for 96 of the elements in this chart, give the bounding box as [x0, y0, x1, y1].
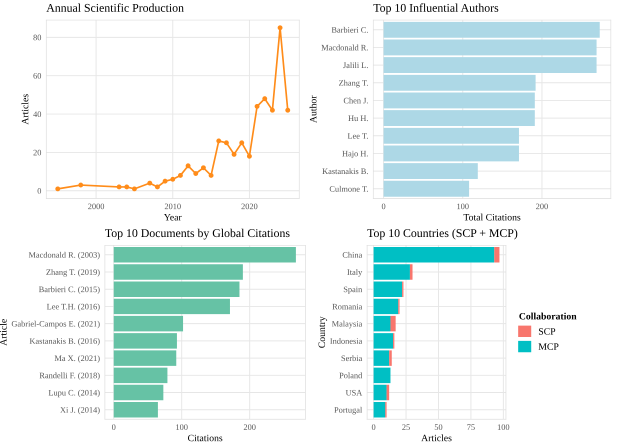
- point: [239, 140, 244, 146]
- chart-title: Top 10 Documents by Global Citations: [105, 228, 290, 240]
- point: [162, 178, 168, 184]
- y-tick-label: Chen J.: [344, 98, 368, 104]
- point: [270, 108, 275, 113]
- point: [178, 173, 183, 178]
- y-tick-label: Serbia: [342, 355, 362, 362]
- y-tick-label: 60: [33, 73, 42, 79]
- y-tick-label: Kastanakis B. (2016): [30, 338, 100, 346]
- point: [254, 104, 260, 109]
- y-tick-label: USA: [346, 390, 362, 396]
- y-tick-label: Zhang T.: [339, 80, 368, 88]
- y-tick-label: Ma X. (2021): [54, 355, 100, 363]
- point: [78, 182, 84, 188]
- x-tick-label: 0: [382, 204, 386, 210]
- y-tick-label: Randelli F. (2018): [40, 372, 100, 380]
- point: [116, 184, 122, 190]
- x-tick-label: 100: [176, 424, 188, 430]
- legend-label: MCP: [538, 343, 558, 350]
- y-axis-title: Country: [318, 316, 328, 348]
- x-tick-label: 2000: [88, 204, 104, 210]
- bar: [384, 180, 470, 197]
- x-tick-label: 100: [498, 424, 510, 430]
- y-tick-label: Portugal: [334, 406, 362, 414]
- legend-title: Collaboration: [519, 312, 577, 320]
- y-tick-label: Macdonald R. (2003): [28, 252, 100, 260]
- x-tick-label: 2020: [241, 204, 258, 210]
- point: [262, 96, 268, 102]
- point: [132, 186, 137, 192]
- point: [278, 25, 283, 30]
- x-tick-label: 0: [372, 424, 376, 430]
- bar: [410, 264, 413, 280]
- y-tick-label: Malaysia: [332, 320, 362, 328]
- x-tick-label: 200: [536, 204, 548, 210]
- y-tick-label: Hajo H.: [342, 150, 368, 158]
- x-tick-label: 2010: [164, 204, 181, 210]
- y-tick-label: Spain: [344, 286, 362, 294]
- x-axis-title: Citations: [188, 434, 222, 442]
- y-tick-label: China: [342, 252, 362, 258]
- point: [186, 163, 191, 168]
- x-tick-label: 50: [434, 424, 442, 430]
- y-tick-label: 80: [33, 34, 42, 40]
- chart-title: Top 10 Countries (SCP + MCP): [367, 228, 518, 240]
- chart-title: Annual Scientific Production: [46, 3, 184, 12]
- y-tick-label: Zhang T. (2019): [46, 269, 100, 277]
- y-tick-label: Barbieri C.: [332, 26, 368, 33]
- point: [170, 176, 176, 182]
- y-tick-label: Romania: [332, 304, 362, 310]
- point: [200, 165, 206, 170]
- point: [224, 140, 229, 146]
- point: [147, 180, 152, 186]
- y-tick-label: Kastanakis B.: [322, 168, 368, 174]
- x-tick-label: 200: [244, 424, 256, 430]
- x-axis-title: Year: [164, 214, 182, 221]
- y-tick-label: Gabriel-Campos E. (2021): [12, 320, 100, 328]
- bar: [494, 247, 500, 263]
- x-axis-title: Articles: [421, 434, 452, 442]
- x-tick-label: 0: [112, 424, 116, 430]
- point: [155, 184, 160, 190]
- point: [208, 173, 214, 178]
- y-tick-label: Lee T.H. (2016): [46, 304, 100, 312]
- y-tick-label: Hu H.: [348, 116, 368, 122]
- point: [193, 171, 198, 176]
- y-tick-label: Indonesia: [330, 338, 362, 344]
- point: [232, 152, 237, 157]
- point: [246, 154, 252, 159]
- y-tick-label: 40: [33, 111, 42, 118]
- y-axis-title: Articles: [21, 94, 28, 125]
- point: [216, 138, 222, 144]
- y-tick-label: Culmone T.: [330, 186, 368, 192]
- bar: [384, 22, 600, 38]
- bar: [389, 350, 392, 366]
- y-tick-label: 0: [38, 188, 42, 194]
- x-axis-title: Total Citations: [464, 214, 520, 221]
- y-tick-label: Barbieri C. (2015): [38, 286, 100, 294]
- y-tick-label: Jalili L.: [343, 62, 368, 68]
- y-tick-label: Macdonald R.: [321, 44, 368, 50]
- x-tick-label: 25: [402, 424, 410, 430]
- legend-label: SCP: [538, 328, 556, 335]
- bar: [384, 128, 519, 144]
- point: [55, 186, 60, 192]
- bar: [386, 384, 390, 400]
- point: [285, 108, 290, 113]
- y-tick-label: Lee T.: [348, 133, 368, 139]
- y-tick-label: Lupu C. (2014): [48, 390, 100, 398]
- y-tick-label: Italy: [347, 269, 362, 277]
- point: [124, 184, 130, 190]
- y-tick-label: Xi J. (2014): [60, 406, 100, 414]
- x-tick-label: 75: [467, 424, 475, 430]
- chart-title: Top 10 Influential Authors: [374, 3, 498, 14]
- x-tick-label: 100: [457, 204, 469, 210]
- bar: [384, 74, 536, 91]
- y-axis-title: Author: [310, 96, 316, 123]
- y-tick-label: Poland: [339, 372, 362, 378]
- y-tick-label: 20: [33, 150, 42, 156]
- y-axis-title: Article: [0, 319, 7, 346]
